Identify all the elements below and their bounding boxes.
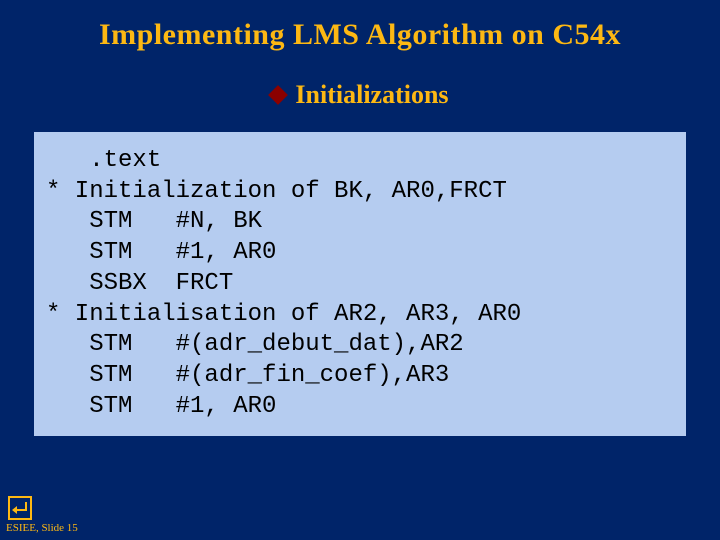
slide-number-label: ESIEE, Slide 15 — [6, 522, 78, 534]
diamond-bullet-icon — [269, 85, 289, 105]
return-arrow-icon[interactable] — [8, 496, 32, 520]
slide-footer: ESIEE, Slide 15 — [6, 496, 78, 534]
code-block: .text * Initialization of BK, AR0,FRCT S… — [34, 132, 686, 436]
subtitle-row: Initializations — [0, 80, 720, 110]
slide-subtitle: Initializations — [295, 80, 448, 110]
slide-title: Implementing LMS Algorithm on C54x — [0, 0, 720, 52]
